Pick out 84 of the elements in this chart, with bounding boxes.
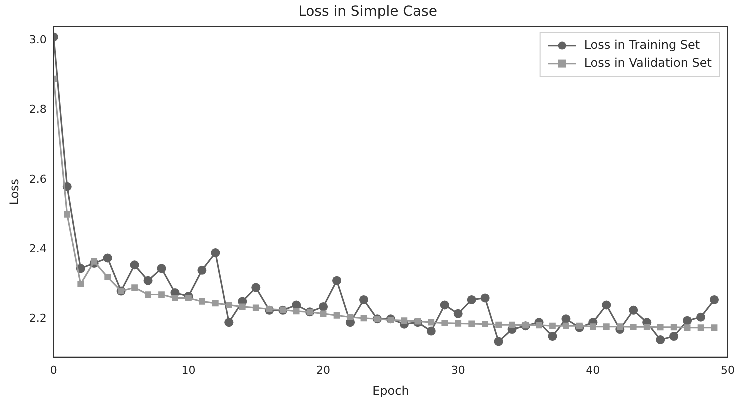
point	[319, 302, 328, 312]
point	[186, 295, 192, 302]
point	[455, 320, 462, 327]
point	[414, 318, 422, 325]
point	[239, 304, 246, 310]
point	[91, 258, 98, 265]
point	[482, 321, 489, 328]
point	[132, 284, 138, 291]
point	[468, 320, 476, 328]
point	[103, 254, 112, 263]
y-axis-title: Loss	[7, 178, 22, 206]
x-tick-label: 50	[721, 364, 735, 377]
point	[696, 312, 706, 322]
point	[616, 324, 624, 330]
point	[359, 295, 368, 304]
x-tick-label: 20	[316, 364, 331, 377]
legend-label: Loss in Training Set	[584, 38, 700, 52]
point	[670, 324, 678, 331]
point	[548, 332, 558, 342]
x-tick-label: 40	[586, 364, 600, 377]
x-tick-label: 0	[50, 364, 58, 377]
point	[198, 266, 207, 275]
point	[347, 314, 354, 321]
x-tick-label: 30	[451, 364, 466, 377]
point	[536, 322, 542, 329]
y-tick-label: 3.0	[29, 34, 47, 47]
point	[426, 326, 436, 336]
point	[644, 324, 650, 330]
point	[576, 322, 583, 330]
point	[454, 309, 463, 318]
point	[172, 295, 178, 302]
point	[711, 324, 718, 331]
point	[602, 300, 612, 310]
point	[656, 336, 666, 344]
point	[145, 292, 152, 298]
point	[78, 281, 84, 288]
point	[104, 274, 112, 281]
point	[603, 324, 610, 330]
point	[657, 324, 664, 331]
point	[562, 314, 571, 324]
point	[144, 276, 153, 286]
point	[212, 300, 219, 307]
point	[683, 316, 692, 326]
point	[226, 302, 232, 308]
point	[199, 298, 206, 305]
point	[428, 319, 435, 326]
point	[334, 312, 340, 319]
point	[550, 322, 556, 330]
point	[320, 310, 327, 318]
point	[698, 324, 704, 331]
point	[442, 320, 448, 326]
point	[629, 306, 638, 315]
point	[494, 337, 504, 346]
x-axis-title: Epoch	[372, 384, 410, 398]
point	[401, 318, 408, 324]
point	[130, 260, 140, 270]
x-tick-label: 10	[182, 364, 196, 377]
point	[509, 322, 516, 328]
point	[440, 300, 450, 310]
y-tick-label: 2.8	[29, 103, 47, 116]
legend-label: Loss in Validation Set	[584, 56, 712, 70]
point	[252, 304, 260, 312]
y-tick-label: 2.6	[29, 172, 47, 186]
point	[360, 315, 368, 322]
point	[684, 324, 691, 331]
point	[563, 322, 570, 330]
point	[710, 295, 720, 304]
point	[64, 212, 71, 218]
point	[670, 332, 679, 342]
point	[630, 324, 637, 330]
point	[252, 283, 261, 292]
point	[332, 276, 342, 286]
point	[157, 264, 166, 274]
chart-title: Loss in Simple Case	[298, 4, 438, 20]
point	[467, 295, 476, 304]
point	[158, 292, 165, 298]
point	[496, 322, 502, 328]
point	[293, 308, 300, 315]
point	[480, 294, 490, 303]
point	[224, 318, 234, 328]
point	[211, 248, 220, 258]
y-tick-label: 2.2	[29, 312, 47, 325]
point	[590, 324, 596, 330]
y-tick-label: 2.4	[29, 242, 47, 256]
